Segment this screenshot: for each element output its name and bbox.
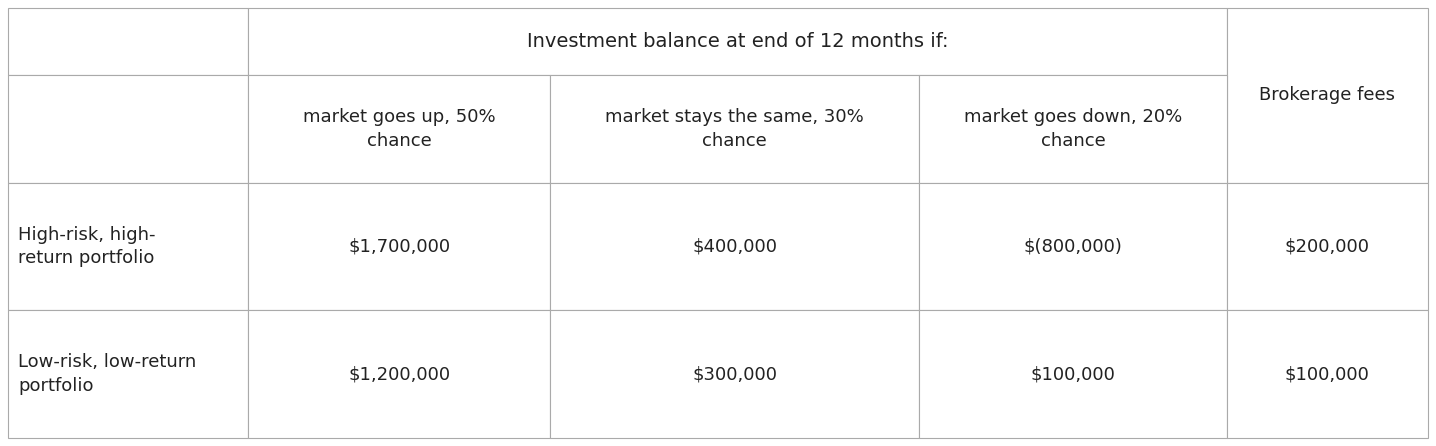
- Text: Low-risk, low-return
portfolio: Low-risk, low-return portfolio: [19, 353, 197, 395]
- Text: $(800,000): $(800,000): [1024, 238, 1123, 256]
- Text: $400,000: $400,000: [692, 238, 777, 256]
- Text: Brokerage fees: Brokerage fees: [1259, 87, 1396, 104]
- Bar: [1226, 310, 1427, 438]
- Bar: [550, 183, 919, 310]
- Text: $1,200,000: $1,200,000: [349, 365, 451, 383]
- Bar: [9, 75, 248, 183]
- Bar: [1226, 183, 1427, 310]
- Bar: [248, 75, 550, 183]
- Text: High-risk, high-
return portfolio: High-risk, high- return portfolio: [19, 226, 155, 267]
- Bar: [550, 310, 919, 438]
- Text: $100,000: $100,000: [1285, 365, 1370, 383]
- Bar: [1226, 8, 1427, 183]
- Text: market goes down, 20%
chance: market goes down, 20% chance: [964, 108, 1182, 149]
- Text: $100,000: $100,000: [1031, 365, 1116, 383]
- Bar: [550, 75, 919, 183]
- Bar: [248, 183, 550, 310]
- Bar: [9, 310, 248, 438]
- Text: $1,700,000: $1,700,000: [349, 238, 451, 256]
- Bar: [248, 310, 550, 438]
- Bar: [919, 75, 1226, 183]
- Bar: [9, 183, 248, 310]
- Text: Investment balance at end of 12 months if:: Investment balance at end of 12 months i…: [527, 32, 948, 51]
- Bar: [919, 183, 1226, 310]
- Text: market stays the same, 30%
chance: market stays the same, 30% chance: [606, 108, 864, 149]
- Bar: [9, 8, 248, 75]
- Bar: [248, 8, 1226, 75]
- Text: $300,000: $300,000: [692, 365, 777, 383]
- Bar: [919, 310, 1226, 438]
- Text: $200,000: $200,000: [1285, 238, 1370, 256]
- Text: market goes up, 50%
chance: market goes up, 50% chance: [303, 108, 495, 149]
